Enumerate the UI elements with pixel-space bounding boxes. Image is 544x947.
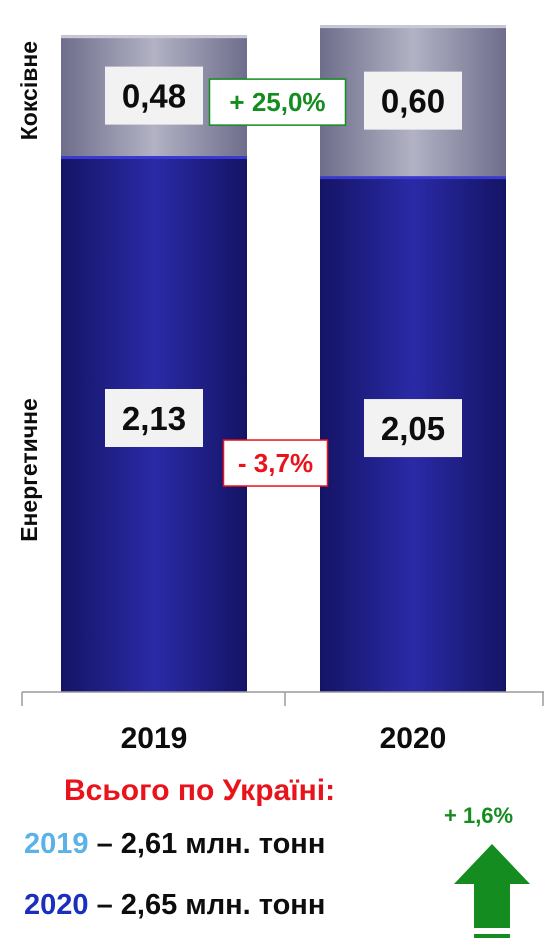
change-annotation-text: - 3,7% <box>238 448 313 478</box>
x-tick-label-2020: 2020 <box>380 722 447 755</box>
data-label-box <box>105 66 203 125</box>
total-value-2019: – 2,61 млн. тонн <box>96 828 326 860</box>
total-year-2019: 2019 <box>24 828 89 860</box>
data-label-text: 0,60 <box>381 83 445 120</box>
data-label-box <box>105 388 203 447</box>
total-change-label: + 1,6% <box>444 803 514 828</box>
x-tick-label-2019: 2019 <box>121 722 188 755</box>
total-line-2020: 2020 – 2,65 млн. тонн <box>24 889 325 922</box>
data-label-2020-коксівне: 0,60 <box>364 71 462 130</box>
series-label-енергетичне: Енергетичне <box>16 398 42 542</box>
series-label-коксівне: Коксівне <box>16 41 42 140</box>
bar-top-edge <box>61 155 247 159</box>
data-label-text: 0,48 <box>122 78 186 115</box>
change-annotation-енергетичне: - 3,7% <box>222 439 329 487</box>
stacked-bar-chart: 2019 2020 2,13 2,05 0,48 0,60 + 25,0% - 3,7% Ене… <box>16 25 544 755</box>
total-value-2020: – 2,65 млн. тонн <box>96 889 326 921</box>
change-annotation-коксівне: + 25,0% <box>208 78 347 126</box>
bar-top-edge <box>320 25 506 29</box>
data-label-2019-енергетичне: 2,13 <box>105 388 203 447</box>
data-label-box <box>364 399 462 458</box>
data-label-text: 2,13 <box>122 400 186 437</box>
change-annotation-text: + 25,0% <box>229 87 325 117</box>
bar-top-edge <box>320 176 506 180</box>
change-annotation-box <box>222 439 329 487</box>
data-label-2019-коксівне: 0,48 <box>105 66 203 125</box>
change-annotation-box <box>208 78 347 126</box>
total-line-2019: 2019 – 2,61 млн. тонн <box>24 828 325 861</box>
bar-top-edge <box>61 35 247 39</box>
data-label-box <box>364 71 462 130</box>
total-title: Всього по Україні: <box>64 774 336 807</box>
data-label-2020-енергетичне: 2,05 <box>364 399 462 458</box>
total-year-2020: 2020 <box>24 889 89 921</box>
up-arrow-icon <box>454 844 530 938</box>
data-label-text: 2,05 <box>381 410 445 447</box>
